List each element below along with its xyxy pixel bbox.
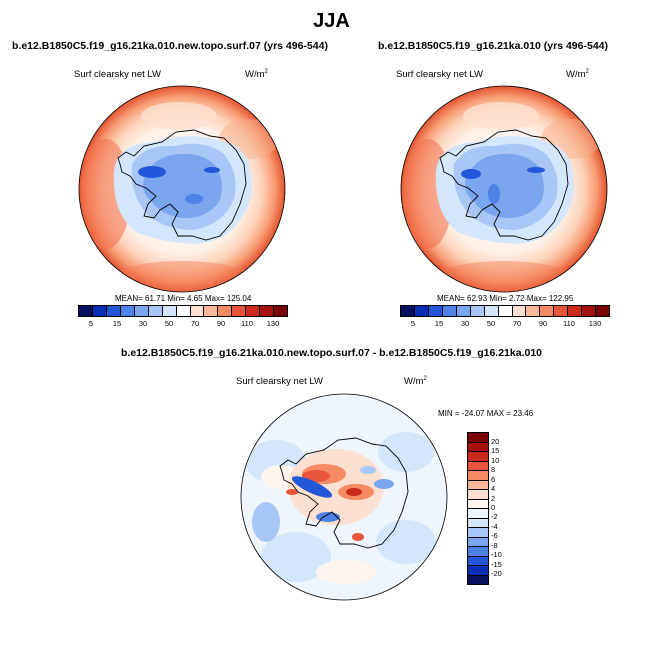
colorbar-swatch <box>582 306 597 316</box>
colorbar-tick-label: 2 <box>491 493 496 503</box>
colorbar-swatch <box>468 537 488 547</box>
colorbar-swatch <box>106 306 121 316</box>
colorbar-tick-label: 90 <box>216 319 226 328</box>
colorbar-tick-label: 8 <box>491 465 496 475</box>
colorbar-tick-label: 5 <box>410 319 416 328</box>
colorbar-swatch <box>456 306 471 316</box>
diff-colorbar <box>467 432 489 585</box>
colorbar-swatch <box>468 547 488 557</box>
colorbar-swatch <box>218 306 233 316</box>
left-variable-label: Surf clearsky net LW <box>74 69 161 80</box>
colorbar-swatch <box>401 306 415 316</box>
colorbar-swatch <box>468 566 488 576</box>
colorbar-swatch <box>468 461 488 471</box>
left-stats: MEAN= 61.71 Min= 4.65 Max= 125.04 <box>115 294 252 303</box>
colorbar-swatch <box>468 452 488 462</box>
colorbar-tick-label: 130 <box>266 319 280 328</box>
colorbar-swatch <box>148 306 163 316</box>
left-colorbar-ticks: 5 15 30 50 70 90 110 130 <box>78 319 286 328</box>
colorbar-tick-label: 30 <box>138 319 148 328</box>
colorbar-swatch <box>204 306 219 316</box>
colorbar-tick-label: 130 <box>588 319 602 328</box>
colorbar-tick-label: 110 <box>241 319 253 328</box>
colorbar-tick-label: -10 <box>491 550 502 560</box>
colorbar-tick-label: -15 <box>491 559 502 569</box>
colorbar-swatch <box>468 518 488 528</box>
diff-case-title: b.e12.B1850C5.f19_g16.21ka.010.new.topo.… <box>120 347 543 359</box>
colorbar-swatch <box>120 306 135 316</box>
left-case-title: b.e12.B1850C5.f19_g16.21ka.010.new.topo.… <box>12 40 328 52</box>
colorbar-swatch <box>92 306 107 316</box>
colorbar-tick-label: 20 <box>491 436 500 446</box>
diff-polar-map <box>240 393 448 601</box>
colorbar-swatch <box>526 306 541 316</box>
diff-units: W/m2 <box>404 376 427 388</box>
colorbar-tick-label: 50 <box>486 319 496 328</box>
left-colorbar <box>78 305 288 317</box>
colorbar-swatch <box>260 306 275 316</box>
colorbar-tick-label: 110 <box>563 319 575 328</box>
right-polar-map <box>400 85 608 293</box>
colorbar-swatch <box>512 306 527 316</box>
colorbar-tick-label: 90 <box>538 319 548 328</box>
colorbar-swatch <box>232 306 247 316</box>
colorbar-swatch <box>190 306 205 316</box>
colorbar-tick-label: -8 <box>491 540 498 550</box>
colorbar-swatch <box>162 306 177 316</box>
colorbar-tick-label: 15 <box>434 319 444 328</box>
colorbar-tick-label: 6 <box>491 474 496 484</box>
colorbar-swatch <box>568 306 583 316</box>
page-title: JJA <box>313 10 350 32</box>
colorbar-tick-label: -2 <box>491 512 498 522</box>
colorbar-swatch <box>596 306 610 316</box>
colorbar-swatch <box>470 306 485 316</box>
colorbar-swatch <box>468 509 488 519</box>
colorbar-tick-label: 0 <box>491 503 496 512</box>
colorbar-tick-label: 5 <box>88 319 94 328</box>
diff-stats: MIN = -24.07 MAX = 23.46 <box>438 409 534 418</box>
colorbar-swatch <box>468 499 488 509</box>
colorbar-tick-label: 70 <box>190 319 200 328</box>
colorbar-swatch <box>134 306 149 316</box>
colorbar-tick-label: 50 <box>164 319 174 328</box>
colorbar-swatch <box>274 306 288 316</box>
diff-variable-label: Surf clearsky net LW <box>236 376 323 387</box>
colorbar-swatch <box>468 575 488 584</box>
colorbar-swatch <box>468 442 488 452</box>
colorbar-swatch <box>428 306 443 316</box>
colorbar-swatch <box>468 490 488 500</box>
colorbar-swatch <box>484 306 499 316</box>
colorbar-swatch <box>176 306 191 316</box>
colorbar-swatch <box>468 433 488 443</box>
left-units: W/m2 <box>245 69 268 81</box>
colorbar-tick-label: -4 <box>491 521 498 531</box>
colorbar-swatch <box>468 556 488 566</box>
colorbar-tick-label: 15 <box>112 319 122 328</box>
right-colorbar <box>400 305 610 317</box>
colorbar-tick-label: 4 <box>491 484 496 494</box>
right-case-title: b.e12.B1850C5.f19_g16.21ka.010 (yrs 496-… <box>378 40 608 52</box>
diff-colorbar-ticks: 20 15 10 8 6 4 2 0 -2 -4 -6 -8 -10 -15 -20 <box>491 432 502 583</box>
colorbar-swatch <box>79 306 93 316</box>
colorbar-tick-label: 10 <box>491 455 500 465</box>
colorbar-swatch <box>498 306 513 316</box>
colorbar-swatch <box>554 306 569 316</box>
right-variable-label: Surf clearsky net LW <box>396 69 483 80</box>
colorbar-tick-label: 70 <box>512 319 522 328</box>
right-colorbar-ticks: 5 15 30 50 70 90 110 130 <box>400 319 608 328</box>
colorbar-swatch <box>540 306 555 316</box>
colorbar-swatch <box>442 306 457 316</box>
colorbar-swatch <box>468 528 488 538</box>
colorbar-tick-label: -20 <box>491 569 502 579</box>
colorbar-tick-label: 15 <box>491 446 500 456</box>
left-polar-map <box>78 85 286 293</box>
colorbar-tick-label: 30 <box>460 319 470 328</box>
right-units: W/m2 <box>566 69 589 81</box>
colorbar-swatch <box>246 306 261 316</box>
colorbar-swatch <box>468 471 488 481</box>
right-stats: MEAN= 62.93 Min= 2.72 Max= 122.95 <box>437 294 574 303</box>
colorbar-swatch <box>468 480 488 490</box>
colorbar-swatch <box>414 306 429 316</box>
colorbar-tick-label: -6 <box>491 531 498 541</box>
